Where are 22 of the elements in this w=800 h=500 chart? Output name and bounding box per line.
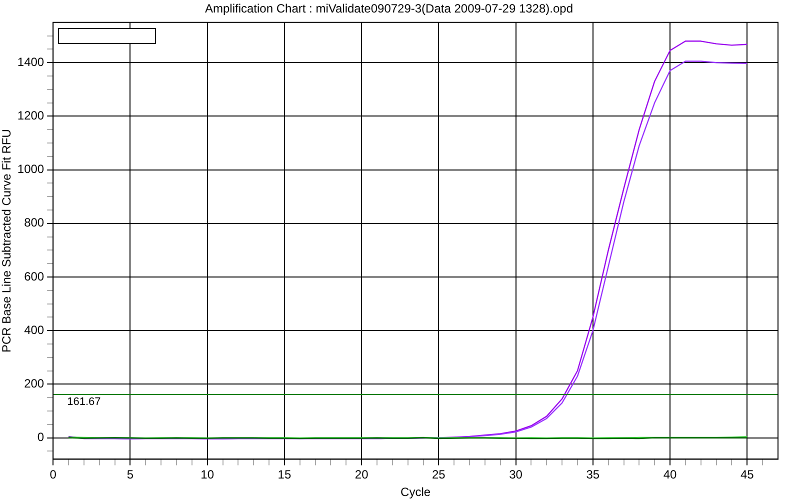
x-tick-label: 45 (740, 468, 754, 482)
x-tick-label: 30 (509, 468, 523, 482)
y-tick-label: 400 (24, 322, 44, 337)
y-tick-label: 800 (24, 216, 44, 230)
y-tick-label: 600 (24, 269, 44, 284)
x-tick-label: 5 (126, 468, 134, 482)
y-tick-label: 1400 (17, 54, 44, 69)
y-tick-label: 200 (24, 376, 44, 390)
x-tick-label: 20 (354, 468, 369, 482)
y-axis-title: PCR Base Line Subtracted Curve Fit RFU (0, 129, 14, 353)
y-tick-label: 1200 (17, 108, 44, 123)
x-axis-title: Cycle (400, 485, 431, 500)
x-tick-label: 10 (200, 468, 214, 482)
chart-title: Amplification Chart : miValidate090729-3(Data 2009-07-29 1328).opd (205, 2, 573, 16)
x-tick-label: 40 (663, 468, 678, 482)
x-tick-label: 35 (586, 468, 600, 482)
ref-line-label: 161.67 (67, 396, 101, 408)
x-tick-label: 0 (50, 468, 57, 482)
y-tick-label: 0 (37, 430, 44, 444)
y-tick-label: 1000 (17, 162, 44, 176)
x-tick-label: 15 (278, 468, 292, 482)
x-tick-label: 25 (432, 468, 446, 482)
